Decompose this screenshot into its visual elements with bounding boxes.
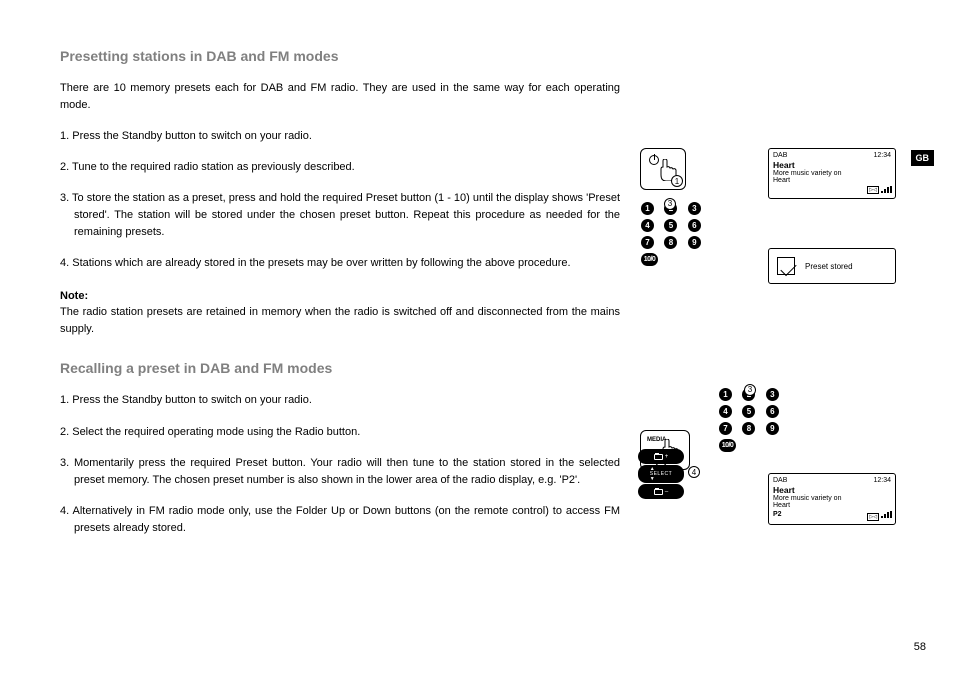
preset-stored-label: Preset stored — [805, 262, 853, 271]
stereo-icon: ▷◁ — [867, 513, 879, 521]
preset-dot: 9 — [766, 422, 779, 435]
section1-steps: 1. Press the Standby button to switch on… — [60, 128, 620, 272]
lcd-text: More music variety on — [773, 495, 891, 502]
preset-dot: 10/0 — [641, 253, 658, 266]
note-block: Note: The radio station presets are reta… — [60, 286, 620, 338]
step: 2. Tune to the required radio station as… — [60, 159, 620, 176]
preset-dot: 4 — [641, 219, 654, 232]
folder-up-button: + — [638, 449, 684, 464]
preset-dot: 5 — [742, 405, 755, 418]
preset-dot: 9 — [688, 236, 701, 249]
preset-stored-display: Preset stored — [768, 248, 896, 284]
preset-dot: 6 — [766, 405, 779, 418]
preset-dot: 10/0 — [719, 439, 736, 452]
section2-steps: 1. Press the Standby button to switch on… — [60, 392, 620, 536]
preset-dot: 6 — [688, 219, 701, 232]
callout-3: 3 — [664, 198, 676, 210]
preset-dot: 5 — [664, 219, 677, 232]
folder-down-button: – — [638, 484, 684, 499]
language-tab: GB — [911, 150, 935, 166]
preset-buttons-grid-1: 1 2 3 4 5 6 7 8 9 10/0 3 — [638, 200, 710, 280]
section2-heading: Recalling a preset in DAB and FM modes — [60, 360, 620, 376]
lcd-display-1: DAB 12:34 Heart More music variety on He… — [768, 148, 896, 199]
lcd-text: Heart — [773, 502, 891, 509]
step: 4. Alternatively in FM radio mode only, … — [60, 503, 620, 537]
lcd-text: More music variety on — [773, 170, 891, 177]
section1-heading: Presetting stations in DAB and FM modes — [60, 48, 620, 64]
step: 2. Select the required operating mode us… — [60, 424, 620, 441]
section1-intro: There are 10 memory presets each for DAB… — [60, 80, 620, 114]
stereo-icon: ▷◁ — [867, 186, 879, 194]
power-icon — [649, 155, 659, 165]
standby-button-illustration: 1 — [640, 148, 686, 190]
lcd-station: Heart — [773, 485, 891, 495]
preset-dot: 4 — [719, 405, 732, 418]
step: 1. Press the Standby button to switch on… — [60, 392, 620, 409]
preset-dot: 3 — [688, 202, 701, 215]
lcd-display-2: DAB 12:34 Heart More music variety on He… — [768, 473, 896, 525]
preset-dot: 8 — [742, 422, 755, 435]
page-number: 58 — [914, 641, 926, 653]
lcd-clock: 12:34 — [873, 152, 891, 159]
main-text-column: Presetting stations in DAB and FM modes … — [60, 48, 620, 551]
lcd-preset: P2 — [773, 511, 782, 520]
lcd-mode: DAB — [773, 152, 787, 159]
lcd-text: Heart — [773, 177, 891, 184]
checkmark-icon — [777, 257, 795, 275]
lcd-station: Heart — [773, 160, 891, 170]
step: 3. Momentarily press the required Preset… — [60, 455, 620, 489]
note-label: Note: — [60, 290, 88, 302]
nav-buttons-illustration: + ▲SELECT▼ – 4 — [638, 448, 684, 500]
note-text: The radio station presets are retained i… — [60, 304, 620, 338]
preset-dot: 1 — [719, 388, 732, 401]
callout-4: 4 — [688, 466, 700, 478]
step: 1. Press the Standby button to switch on… — [60, 128, 620, 145]
preset-dot: 1 — [641, 202, 654, 215]
select-button: ▲SELECT▼ — [638, 465, 684, 483]
preset-dot: 7 — [641, 236, 654, 249]
preset-dot: 8 — [664, 236, 677, 249]
lcd-clock: 12:34 — [873, 477, 891, 484]
step: 4. Stations which are already stored in … — [60, 255, 620, 272]
step: 3. To store the station as a preset, pre… — [60, 190, 620, 241]
preset-buttons-grid-2: 1 2 3 4 5 6 7 8 9 10/0 3 — [716, 386, 788, 466]
preset-dot: 7 — [719, 422, 732, 435]
callout-1: 1 — [671, 175, 683, 187]
signal-icon — [881, 186, 891, 193]
lcd-mode: DAB — [773, 477, 787, 484]
signal-icon — [881, 511, 891, 518]
preset-dot: 3 — [766, 388, 779, 401]
illustration-column: 1 1 2 3 4 5 6 7 8 9 10/0 3 DAB 12:34 Hea… — [640, 148, 910, 230]
callout-3b: 3 — [744, 384, 756, 396]
